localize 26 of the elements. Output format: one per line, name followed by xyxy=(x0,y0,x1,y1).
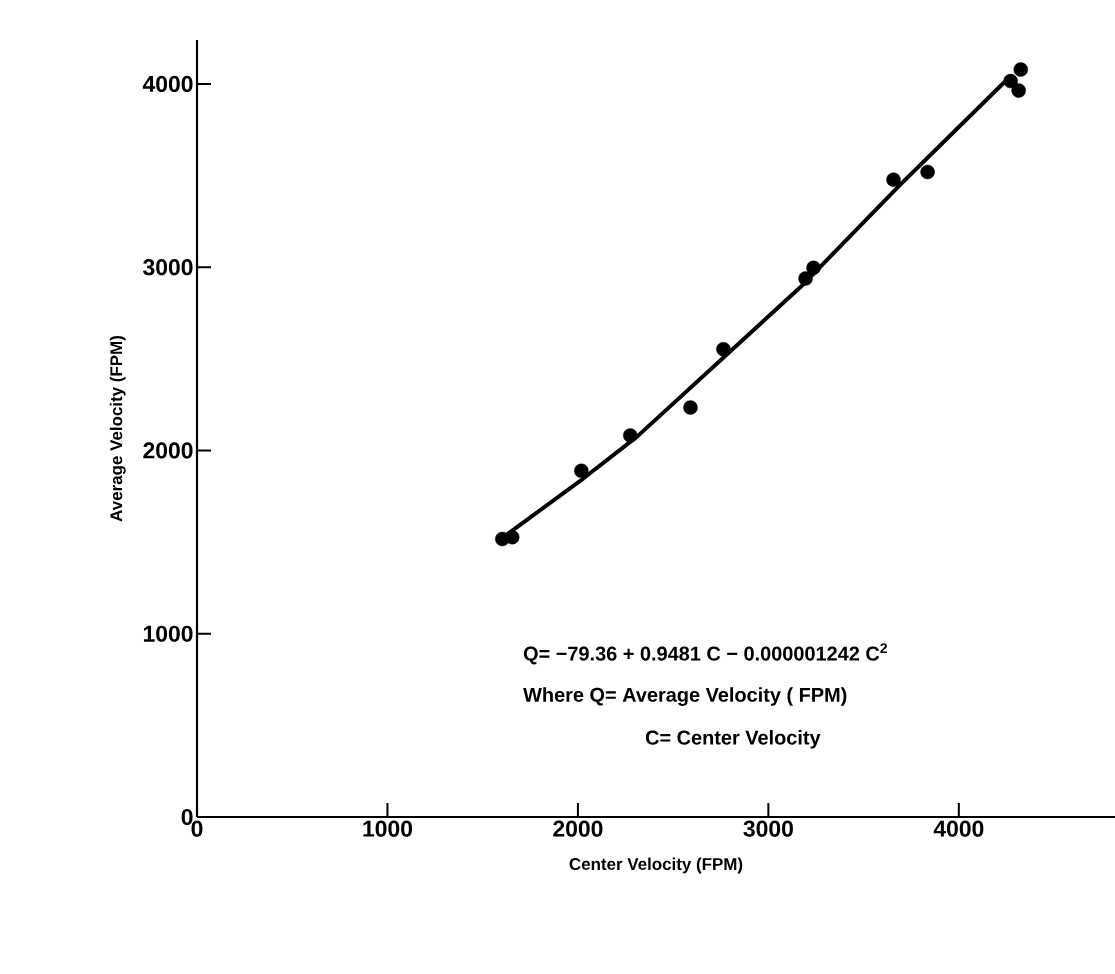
point xyxy=(1013,62,1028,77)
point xyxy=(798,271,813,286)
y-tick-label: 1000 xyxy=(143,625,193,642)
point xyxy=(505,529,520,545)
y-tick-label: 3000 xyxy=(143,259,193,276)
annotation: Q= −79.36 + 0.9481 C − 0.000001242 C$^{2}$ xyxy=(523,643,888,665)
point xyxy=(716,341,731,357)
point xyxy=(623,428,638,443)
point xyxy=(920,164,935,180)
point xyxy=(683,400,698,415)
y-tick-label: 4000 xyxy=(142,75,193,93)
x-tick-label: 3000 xyxy=(743,820,793,837)
point xyxy=(806,260,821,275)
annotation: C= Center Velocity xyxy=(645,730,821,749)
point xyxy=(886,172,901,187)
y-tick-label: 0 xyxy=(181,808,193,826)
x-tick-label: 4000 xyxy=(933,820,984,837)
point xyxy=(1011,83,1026,98)
x-tick-label: 2000 xyxy=(553,820,603,837)
point xyxy=(1003,73,1018,89)
x-tick-label: 1000 xyxy=(363,820,413,837)
y-axis-title: Average Velocity (FPM) xyxy=(109,336,126,522)
y-tick-label: 2000 xyxy=(143,442,193,459)
point xyxy=(574,463,589,479)
annotation: Where Q= Average Velocity ( FPM) xyxy=(523,687,847,706)
x-axis-title: Center Velocity (FPM) xyxy=(569,857,743,874)
